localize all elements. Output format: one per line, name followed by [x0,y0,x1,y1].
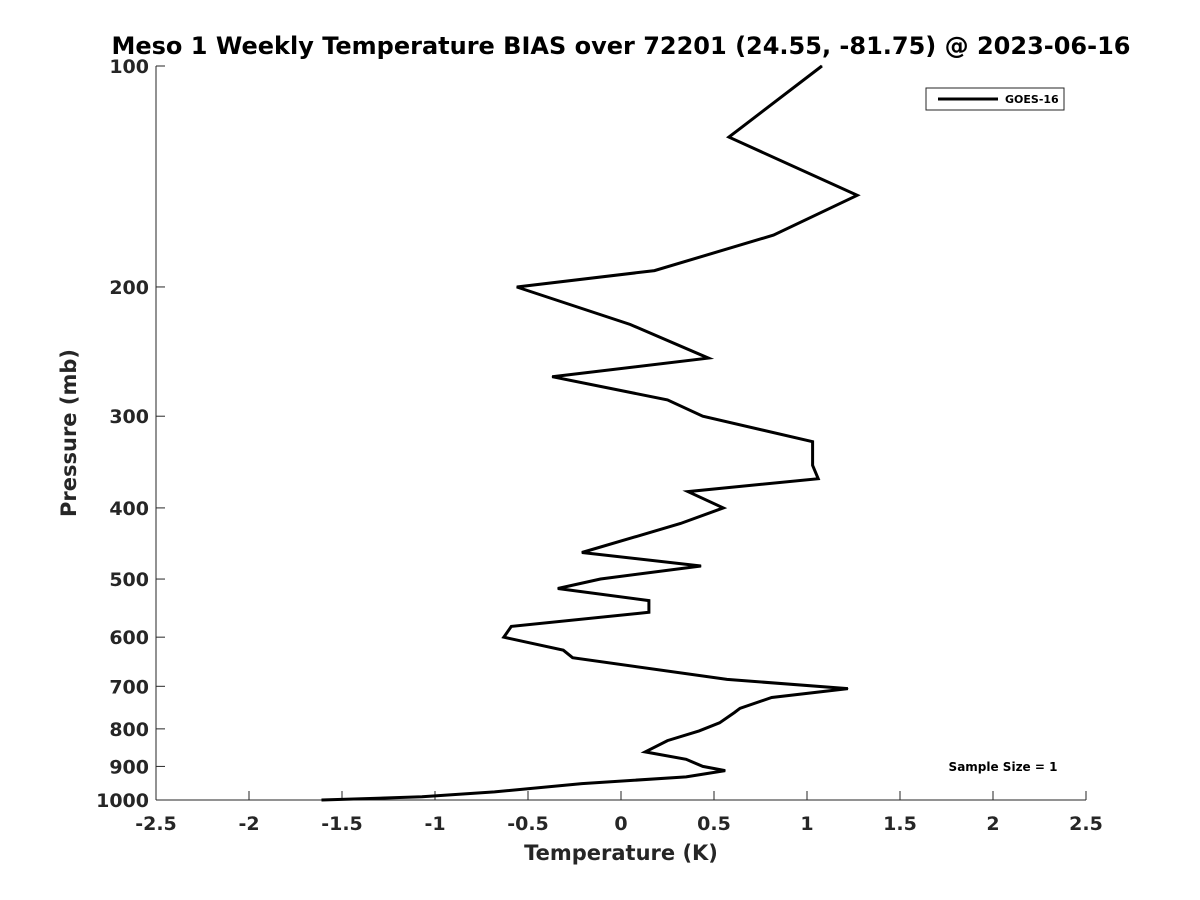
data-point [667,740,668,742]
data-point [321,799,322,801]
data-point [685,758,687,760]
y-axis-label: Pressure (mb) [57,349,81,517]
sample-size-annotation: Sample Size = 1 [949,760,1058,774]
data-point [557,588,559,589]
data-point [817,478,819,480]
x-tick-label: 0.5 [697,813,731,835]
y-tick-label: 1000 [96,790,149,812]
data-point [648,600,650,602]
data-point [516,286,518,288]
data-point [739,707,741,709]
data-point [510,625,512,627]
legend: GOES-16 [925,87,1065,111]
y-tick-label: 900 [109,756,149,778]
plot-area [155,66,1086,801]
x-tick-label: 2 [986,813,999,835]
data-point [726,678,728,680]
series-layer [321,64,861,802]
data-point [680,523,681,524]
data-point [771,697,773,698]
data-point [812,441,814,443]
x-tick-label: -2 [238,813,259,835]
y-tick-label: 700 [109,676,149,698]
data-point [654,270,655,272]
y-tick-label: 800 [109,719,149,741]
data-point [667,399,668,401]
x-tick-label: -0.5 [507,813,549,835]
data-point [702,765,704,767]
data-point [812,464,814,466]
x-tick-label: -1 [424,813,445,835]
y-tick-label: 400 [109,498,149,520]
data-point [702,415,704,417]
data-point [856,194,858,196]
y-tick-label: 200 [109,277,149,299]
data-point [734,712,735,713]
data-point [687,491,689,493]
legend-entry-goes-16: GOES-16 [1005,93,1059,106]
x-tick-label: 1 [800,813,813,835]
data-point [773,234,774,236]
x-axis-label: Temperature (K) [524,841,718,865]
data-point [707,357,709,359]
y-tick-label: 500 [109,569,149,591]
data-point [644,751,646,753]
data-point [724,770,726,772]
data-point [728,136,730,138]
x-tick-label: 2.5 [1069,813,1103,835]
data-point [719,722,721,724]
y-tick-label: 600 [109,627,149,649]
data-point [847,688,849,690]
data-point [562,649,564,651]
y-tick-label: 100 [109,56,149,78]
y-axis-ticks: 100 200 300 400 500 600 700 800 900 1000 [96,56,165,812]
series-line-goes-16 [321,64,861,802]
data-point [821,65,823,67]
x-tick-label: -1.5 [321,813,363,835]
data-point [581,783,583,785]
data-point [600,578,601,580]
data-point [572,657,574,659]
data-point [698,730,700,732]
chart-title: Meso 1 Weekly Temperature BIAS over 7220… [111,32,1130,60]
data-point [551,376,553,378]
data-point [421,796,423,798]
data-point [722,507,724,509]
data-point [494,791,495,793]
data-point [685,776,687,778]
x-tick-label: -2.5 [135,813,177,835]
data-point [648,611,650,613]
data-point [581,552,583,553]
x-axis-ticks: -2.5 -2 -1.5 -1 -0.5 0 0.5 1 1.5 2 2.5 [135,791,1103,835]
x-tick-label: 0 [614,813,627,835]
data-point [503,636,505,638]
y-tick-label: 300 [109,406,149,428]
data-point [700,565,702,567]
x-tick-label: 1.5 [883,813,917,835]
data-point [629,324,631,325]
